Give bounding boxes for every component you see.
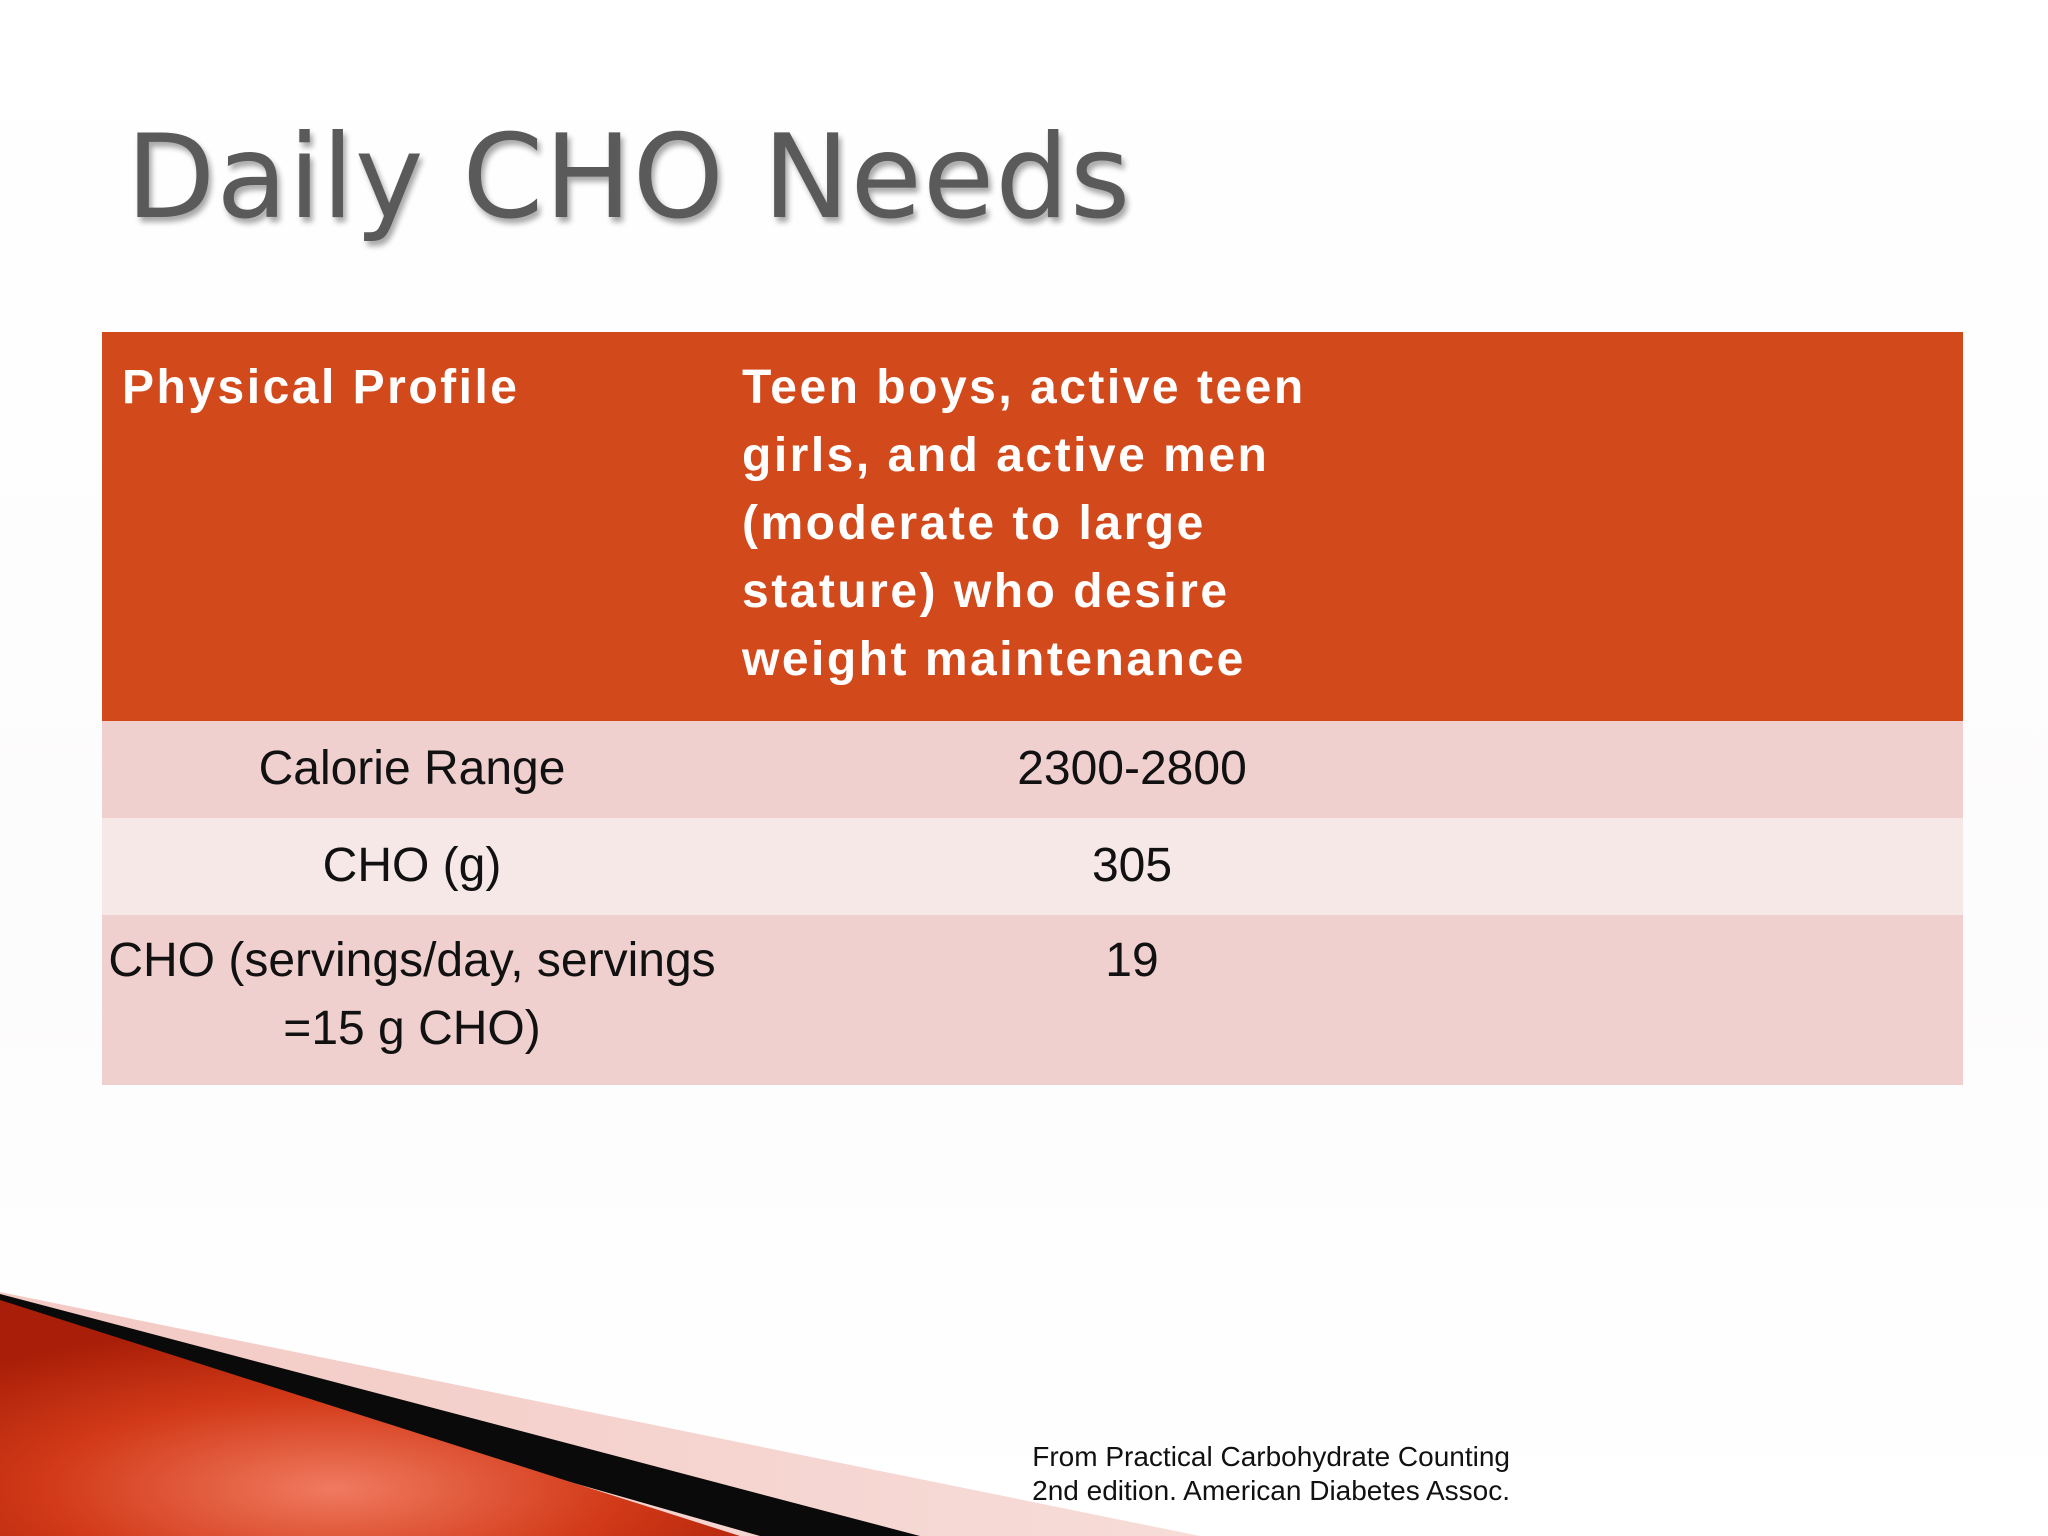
header-value-cell: Teen boys, active teen girls, and active… [742, 361, 1306, 686]
decorative-swoosh [0, 1292, 1200, 1536]
row-value-cell: 2300-2800 [1017, 742, 1247, 795]
swoosh-red-band [0, 1300, 740, 1536]
swoosh-black-band [0, 1294, 920, 1536]
table-row: Calorie Range 2300-2800 [102, 721, 1963, 818]
row-label-cell: CHO (g) [322, 839, 502, 892]
header-label-cell: Physical Profile [122, 361, 520, 414]
row-label-cell: Calorie Range [258, 742, 566, 795]
citation-line-2: 2nd edition. American Diabetes Assoc. [1032, 1475, 1510, 1506]
cho-needs-table: Physical Profile Teen boys, active teen … [102, 332, 1963, 1085]
citation-line-1: From Practical Carbohydrate Counting [1032, 1441, 1510, 1472]
citation-text: From Practical Carbohydrate Counting 2nd… [990, 1440, 1510, 1508]
row-value-cell: 19 [1105, 934, 1159, 987]
table-row: CHO (servings/day, servings =15 g CHO) 1… [102, 915, 1963, 1085]
row-label-cell: CHO (servings/day, servings =15 g CHO) [108, 934, 716, 1055]
slide-title: Daily CHO Needs [126, 110, 1132, 245]
row-value-cell: 305 [1091, 839, 1173, 892]
table-header-row: Physical Profile Teen boys, active teen … [102, 332, 1963, 721]
table-row: CHO (g) 305 [102, 818, 1963, 915]
